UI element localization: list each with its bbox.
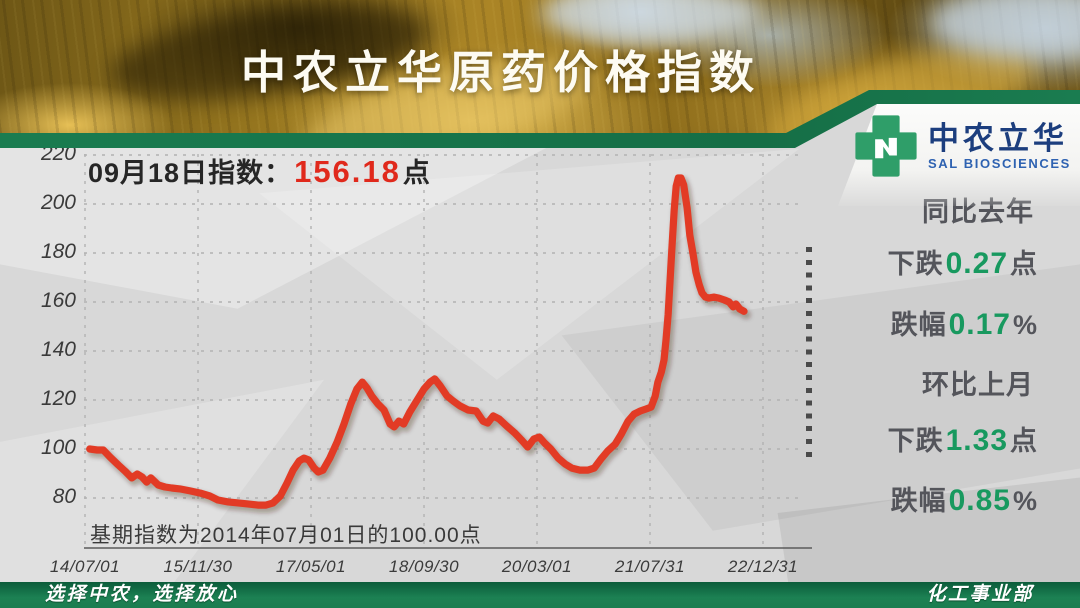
- footer-slogan: 选择中农，选择放心: [45, 584, 239, 605]
- stat-yoy-point-drop: 下跌0.27点: [888, 242, 1038, 281]
- stat-unit: 点: [1010, 249, 1038, 279]
- footer-department: 化工事业部: [926, 584, 1034, 605]
- stat-text: 同比去年: [922, 197, 1034, 227]
- stat-text: 跌幅: [890, 310, 947, 340]
- dotted-divider: [806, 247, 812, 459]
- stat-value: 1.33: [945, 424, 1008, 457]
- stat-text: 跌幅: [890, 486, 947, 516]
- logo-name-en: SAL BIOSCIENCES: [928, 155, 1071, 171]
- stat-mom-percent-drop: 跌幅0.85%: [891, 479, 1038, 518]
- stat-text: 环比上月: [922, 370, 1034, 400]
- green-cross-bolt-icon: [855, 115, 917, 177]
- stat-text: 下跌: [887, 426, 944, 456]
- base-period-note: 基期指数为2014年07月01日的100.00点: [90, 524, 482, 547]
- stat-unit: 点: [1010, 426, 1038, 456]
- page-title: 中农立华原药价格指数: [240, 48, 762, 98]
- stat-unit: %: [1012, 310, 1038, 340]
- latest-index-headline: 09月18日指数：156.18点: [88, 151, 431, 190]
- stat-value: [1034, 368, 1038, 401]
- stat-value: [1034, 195, 1038, 228]
- company-logo: 中农立华 SAL BIOSCIENCES: [852, 105, 1074, 187]
- headline-label: 09月18日指数：: [88, 158, 293, 188]
- logo-name-cn: 中农立华: [928, 120, 1068, 156]
- stat-value: 0.17: [948, 308, 1011, 341]
- stat-yoy-percent-drop: 跌幅0.17%: [891, 303, 1038, 342]
- stat-text: 下跌: [887, 249, 944, 279]
- stat-value: 0.85: [948, 484, 1011, 517]
- stat-value: 0.27: [945, 247, 1008, 280]
- footer-bar: 选择中农，选择放心 化工事业部: [0, 582, 1080, 608]
- headline-value: 156.18: [294, 154, 401, 189]
- stat-mom-header: 环比上月: [922, 363, 1038, 402]
- stat-unit: %: [1012, 486, 1038, 516]
- stat-mom-point-drop: 下跌1.33点: [888, 419, 1038, 458]
- banner-photo: [0, 0, 1080, 141]
- stat-yoy-header: 同比去年: [922, 190, 1038, 229]
- headline-unit: 点: [402, 158, 431, 188]
